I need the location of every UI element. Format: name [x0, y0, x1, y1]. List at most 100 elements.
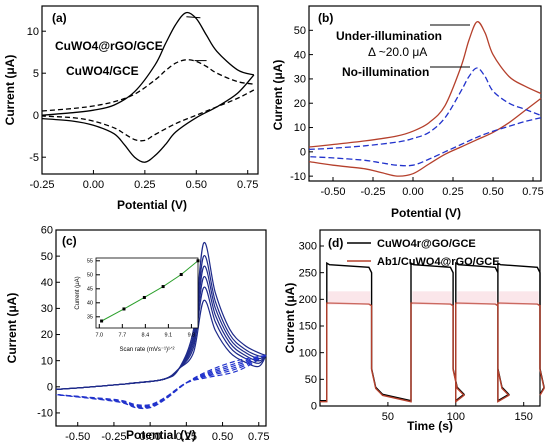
- a-xtick-label-2: 0.25: [134, 179, 155, 191]
- y-axis-label-a: Current (μA): [3, 55, 17, 126]
- b-ytick-label-4: 30: [294, 74, 306, 86]
- inset-xtick-label-4: 9.8: [188, 333, 196, 339]
- a-xtick-label-0: -0.25: [29, 179, 54, 191]
- inset-ytick-label-1: 40: [87, 301, 93, 307]
- panel-a: (a) -0.25 0.00 0.25 0.50 0.75 -5 0 5 10 CuWO4@rG…: [3, 5, 259, 212]
- series-d-0: [320, 261, 545, 403]
- c-ytick-label-0: -10: [37, 408, 53, 420]
- b-ytick-label-5: 40: [294, 49, 306, 61]
- c-xtick-label-1: -0.25: [101, 431, 126, 443]
- b-ytick-label-3: 20: [294, 98, 306, 110]
- y-axis-label-d: Current (μA): [283, 283, 297, 354]
- inset-x-label: Scan rate (mVs⁻¹)¹ᐟ²: [119, 346, 174, 353]
- arrow-a-1: [186, 16, 201, 19]
- b-xtick-label-5: 0.75: [522, 186, 543, 198]
- d-xtick-label-1: 100: [447, 411, 465, 423]
- a-ytick-label-1: 0: [33, 110, 39, 122]
- annotation-no-illumination: No-illumination: [342, 65, 429, 79]
- highlight-band-2: [457, 291, 497, 305]
- series-c-fwd-5: [55, 242, 267, 390]
- d-ytick-label-6: 300: [299, 241, 317, 253]
- legend-label-1: CuWO4r@GO/GCE: [377, 238, 476, 250]
- legend-label-2: Ab1/CuWO4@rGO/GCE: [377, 256, 500, 268]
- inset-point-2: [142, 295, 146, 299]
- annotation-cuwo4: CuWO4/GCE: [66, 64, 139, 78]
- highlight-band-0: [328, 291, 371, 305]
- series-b-1-reverse: [308, 117, 542, 167]
- c-ytick-label-6: 50: [41, 251, 53, 263]
- c-ytick-label-1: 0: [47, 381, 53, 393]
- panel-d: (d) 50 100 150 0 50 100 150 200 250 300 CuWO4r@GO…: [283, 229, 545, 433]
- c-ytick-label-3: 20: [41, 329, 53, 341]
- b-ytick-label-1: 0: [300, 147, 306, 159]
- c-ytick-label-4: 30: [41, 303, 53, 315]
- x-axis-label-d: Time (s): [407, 419, 453, 433]
- x-axis-label-a: Potential (V): [117, 198, 187, 212]
- inset-frame: [95, 257, 199, 329]
- b-xtick-label-1: -0.25: [360, 186, 385, 198]
- b-xtick-label-4: 0.50: [482, 186, 503, 198]
- a-xtick-label-3: 0.50: [186, 179, 207, 191]
- series-a-1-reverse: [41, 89, 255, 142]
- inset-ytick-label-4: 55: [87, 259, 93, 265]
- panel-label-a: (a): [52, 11, 67, 25]
- d-ytick-label-5: 250: [299, 267, 317, 279]
- inset-y-label: Current (μA): [75, 276, 81, 309]
- panel-label-d: (d): [328, 236, 343, 250]
- inset-xtick-label-3: 9.1: [165, 333, 173, 339]
- b-xtick-label-0: -0.50: [320, 186, 345, 198]
- a-xtick-label-4: 0.75: [237, 179, 258, 191]
- x-axis-label-b: Potential (V): [391, 206, 461, 220]
- annotation-delta: Δ ~20.0 μA: [368, 45, 427, 59]
- inset-ytick-label-3: 50: [87, 273, 93, 279]
- series-b-1-forward: [308, 67, 542, 151]
- c-xtick-label-5: 0.75: [248, 431, 269, 443]
- c-ytick-label-7: 60: [41, 225, 53, 237]
- d-ytick-label-1: 50: [305, 374, 317, 386]
- panel-label-c: (c): [62, 234, 77, 248]
- annotation-under-illumination: Under-illumination: [336, 29, 442, 43]
- y-axis-label-b: Current (μA): [271, 60, 285, 131]
- d-ytick-label-2: 100: [299, 347, 317, 359]
- a-ytick-label-2: 5: [33, 68, 39, 80]
- b-ytick-label-0: -10: [290, 171, 306, 183]
- inset-point-3: [161, 285, 165, 289]
- c-ytick-label-5: 40: [41, 277, 53, 289]
- series-a-0-forward: [41, 11, 255, 116]
- d-ytick-label-4: 200: [299, 294, 317, 306]
- panel-b: (b) -0.50 -0.25 0.00 0.25 0.50 0.75 -10 0 10 20 30…: [271, 5, 544, 220]
- d-xtick-label-2: 150: [515, 411, 533, 423]
- inset-xtick-label-0: 7.0: [95, 333, 103, 339]
- panel-c: (c) -0.50 -0.25 0.00 0.25 0.50 0.75 -10 0 10 20 30…: [5, 225, 269, 443]
- inset-xtick-label-2: 8.4: [142, 333, 150, 339]
- highlight-band-1: [412, 291, 452, 305]
- a-xtick-label-1: 0.00: [83, 179, 104, 191]
- inset-fit-line: [101, 260, 199, 322]
- b-ytick-label-2: 10: [294, 122, 306, 134]
- inset-ytick-label-0: 35: [87, 315, 93, 321]
- a-ytick-label-0: -5: [29, 152, 39, 164]
- series-c-rev-5: [55, 354, 267, 410]
- d-xtick-label-0: 50: [382, 411, 394, 423]
- c-xtick-label-2: 0.00: [139, 431, 160, 443]
- c-xtick-label-0: -0.50: [65, 431, 90, 443]
- panel-label-b: (b): [318, 11, 333, 25]
- b-ytick-label-6: 50: [294, 25, 306, 37]
- highlight-band-3: [499, 291, 539, 305]
- series-b-0-reverse: [308, 97, 542, 177]
- series-c-rev-2: [55, 354, 267, 408]
- y-axis-label-c: Current (μA): [5, 293, 19, 364]
- inset-point-0: [100, 319, 104, 323]
- a-ytick-label-3: 10: [27, 26, 39, 38]
- series-a-0-reverse: [41, 74, 255, 163]
- legend-d: CuWO4r@GO/GCE Ab1/CuWO4@rGO/GCE: [347, 238, 500, 268]
- inset-point-4: [179, 273, 183, 277]
- c-xtick-label-3: 0.25: [176, 431, 197, 443]
- inset-point-1: [122, 307, 126, 311]
- c-xtick-label-4: 0.50: [212, 431, 233, 443]
- inset-xtick-label-1: 7.7: [118, 333, 126, 339]
- inset-c: 7.0 7.7 8.4 9.1 9.8 35 40 45 50 55 Scan rate (mVs…: [75, 257, 200, 353]
- b-xtick-label-3: 0.25: [442, 186, 463, 198]
- series-d-1: [320, 302, 545, 404]
